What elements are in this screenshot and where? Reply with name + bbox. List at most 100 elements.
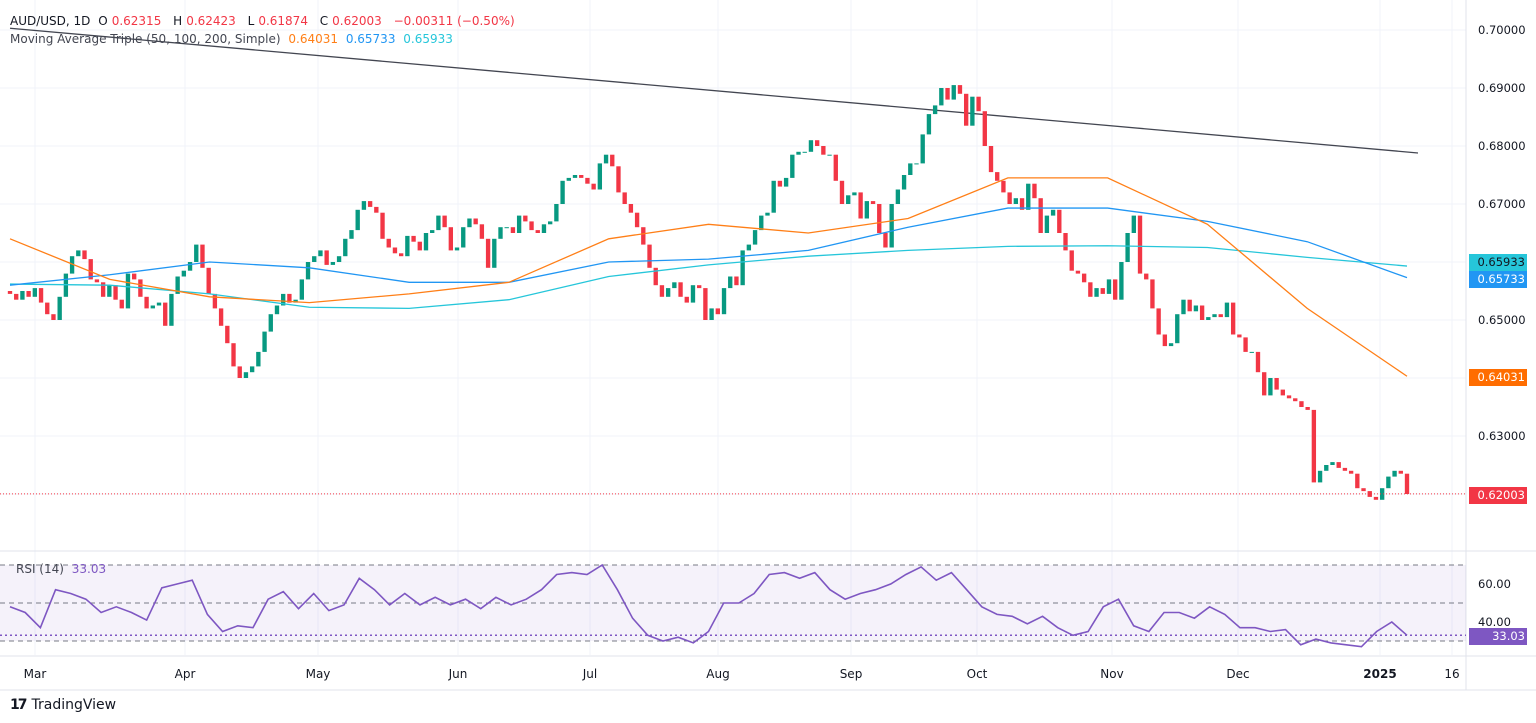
candle (634, 212, 640, 228)
time-label: Jul (582, 667, 598, 681)
candle (715, 308, 720, 315)
candle (411, 235, 416, 242)
candle (461, 227, 466, 248)
candle (361, 201, 367, 210)
high-label: H (173, 14, 183, 28)
candle (194, 244, 199, 262)
rsi-tick: 60.00 (1478, 577, 1511, 591)
candle (516, 215, 522, 233)
candle (256, 351, 261, 367)
candle (728, 276, 733, 289)
candle (1286, 395, 1292, 399)
low-value: 0.61874 (258, 14, 308, 28)
rsi-legend[interactable]: RSI (14) 33.03 (16, 562, 106, 576)
candle (448, 227, 454, 251)
candle (7, 291, 13, 294)
time-label: Sep (839, 667, 863, 681)
candle (1144, 273, 1149, 280)
candle (523, 215, 528, 222)
candle (709, 308, 714, 320)
candle (1113, 279, 1118, 300)
candle (181, 270, 187, 277)
price-tick: 0.68000 (1478, 139, 1526, 153)
time-label: Oct (966, 667, 988, 681)
candle (908, 163, 913, 175)
candle (889, 204, 894, 248)
candle (1044, 215, 1050, 233)
candle (790, 154, 795, 178)
candle (783, 177, 789, 187)
candle (1342, 467, 1348, 471)
candle (392, 247, 398, 254)
candle (249, 366, 255, 373)
candle (1199, 305, 1205, 320)
candle (1311, 409, 1317, 483)
indicator-legend[interactable]: Moving Average Triple (50, 100, 200, Sim… (10, 32, 457, 46)
candle (76, 250, 81, 257)
candle (814, 140, 820, 146)
symbol-label: AUD/USD, 1D (10, 14, 91, 28)
candle (1131, 215, 1136, 233)
rsi-line (9, 563, 1408, 648)
candle (1224, 302, 1230, 318)
candle (765, 212, 770, 216)
candle (1348, 470, 1354, 474)
tradingview-logo-icon: 17 (10, 697, 28, 713)
candle (20, 291, 25, 300)
candle (1125, 233, 1130, 262)
candle (1137, 215, 1143, 274)
candle (1050, 209, 1056, 216)
open-label: O (98, 14, 108, 28)
candle (752, 230, 758, 245)
candle (821, 146, 826, 155)
candle (243, 372, 249, 378)
footer-brand[interactable]: 17 TradingView (10, 697, 116, 713)
candle (485, 238, 491, 268)
candle (1324, 465, 1329, 471)
candle (1001, 180, 1006, 193)
candle (1038, 198, 1043, 233)
candle (132, 273, 137, 280)
open-value: 0.62315 (111, 14, 162, 28)
candle (808, 140, 814, 152)
candle (678, 282, 683, 297)
candle (697, 285, 702, 289)
ma50-line (9, 177, 1408, 377)
candle (51, 314, 56, 320)
candle (1262, 372, 1267, 396)
candle (672, 282, 677, 289)
candle (684, 296, 689, 303)
ma100-value: 0.65733 (345, 32, 396, 46)
candle (398, 253, 404, 257)
candle (1063, 233, 1068, 251)
candle (1299, 401, 1304, 407)
candle (473, 218, 478, 225)
candle (740, 250, 745, 286)
candle (535, 230, 540, 233)
candle (423, 233, 429, 251)
candle (622, 192, 627, 204)
candle (287, 293, 292, 303)
candle (1230, 302, 1236, 335)
candle (721, 288, 727, 315)
candle (995, 172, 1000, 181)
candle (1367, 491, 1372, 497)
close-value: 0.62003 (332, 14, 382, 28)
candle (858, 192, 863, 219)
candle (1100, 288, 1105, 294)
candle (603, 154, 609, 164)
candle (653, 267, 658, 286)
candle (1404, 473, 1410, 494)
candle (1218, 314, 1223, 318)
rsi-value: 33.03 (71, 562, 107, 576)
candle (1280, 389, 1285, 396)
trendline (9, 27, 1419, 154)
candle (1181, 299, 1186, 315)
candle (107, 285, 112, 297)
candle (187, 262, 193, 271)
ma100-line (9, 207, 1408, 286)
candle (1168, 343, 1174, 347)
candle (597, 163, 603, 190)
candle (665, 288, 671, 297)
